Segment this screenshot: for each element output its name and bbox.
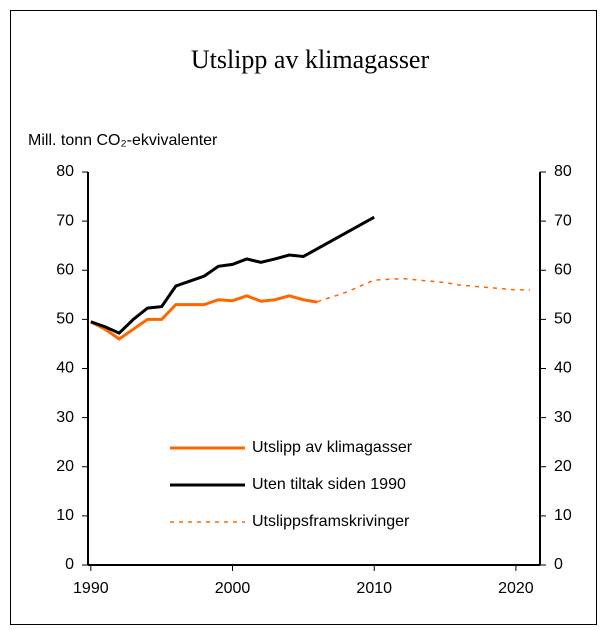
x-tick-label: 1990 bbox=[73, 580, 109, 597]
y-tick-label: 70 bbox=[56, 212, 74, 229]
legend-label: Uten tiltak siden 1990 bbox=[252, 476, 406, 493]
chart-title: Utslipp av klimagasser bbox=[191, 45, 430, 74]
y2-tick-label: 0 bbox=[554, 556, 563, 573]
y2-tick-label: 60 bbox=[554, 261, 572, 278]
y2-tick-label: 50 bbox=[554, 311, 572, 328]
series-line bbox=[317, 277, 531, 303]
x-tick-label: 2020 bbox=[498, 580, 534, 597]
legend-label: Utslipp av klimagasser bbox=[252, 439, 413, 456]
y-tick-label: 0 bbox=[65, 556, 74, 573]
legend-label: Utslippsframskrivinger bbox=[252, 513, 410, 530]
y-tick-label: 20 bbox=[56, 458, 74, 475]
y-tick-label: 10 bbox=[56, 507, 74, 524]
y-axis-label: Mill. tonn CO₂-ekvivalenter bbox=[28, 132, 218, 149]
x-tick-label: 2010 bbox=[356, 580, 392, 597]
frame bbox=[10, 10, 597, 625]
x-tick-label: 2000 bbox=[215, 580, 251, 597]
y-tick-label: 30 bbox=[56, 409, 74, 426]
y-tick-label: 50 bbox=[56, 311, 74, 328]
y2-tick-label: 80 bbox=[554, 163, 572, 180]
y-tick-label: 60 bbox=[56, 261, 74, 278]
y-tick-label: 40 bbox=[56, 360, 74, 377]
y2-tick-label: 30 bbox=[554, 409, 572, 426]
series-line bbox=[90, 294, 318, 341]
y2-tick-label: 70 bbox=[554, 212, 572, 229]
y2-tick-label: 40 bbox=[554, 360, 572, 377]
y-tick-label: 80 bbox=[56, 163, 74, 180]
series-line bbox=[90, 215, 375, 335]
y2-tick-label: 20 bbox=[554, 458, 572, 475]
y2-tick-label: 10 bbox=[554, 507, 572, 524]
